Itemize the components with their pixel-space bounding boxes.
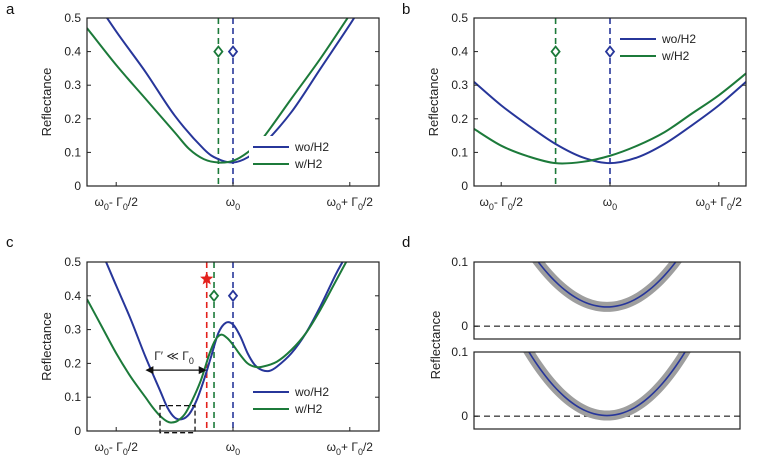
legend-label-green: w/H2 bbox=[294, 402, 323, 416]
x-tick-label: ω0- Γ0/2 bbox=[95, 440, 139, 457]
x-tick-label: ω0- Γ0/2 bbox=[480, 195, 524, 212]
panel-b-letter: b bbox=[402, 1, 410, 18]
x-tick-label: ω0+ Γ0/2 bbox=[327, 440, 374, 457]
axes-frame-d1 bbox=[473, 351, 741, 430]
x-tick-label: ω0 bbox=[226, 440, 240, 457]
axes-frame-d0 bbox=[473, 261, 741, 340]
y-tick-label: 0 bbox=[74, 179, 81, 193]
zoom-box bbox=[159, 404, 196, 434]
y-tick-label: 0.1 bbox=[64, 390, 81, 404]
y-tick-label: 0.4 bbox=[64, 45, 81, 59]
panel-d-letter: d bbox=[402, 234, 410, 251]
plot-area bbox=[474, 18, 746, 186]
series-green-curve bbox=[474, 72, 746, 165]
legend-label-green: w/H2 bbox=[661, 49, 690, 63]
y-tick-label: 0 bbox=[461, 179, 468, 193]
x-tick-label: ω0 bbox=[603, 195, 617, 212]
diamond-marker-green bbox=[208, 289, 220, 303]
y-axis-label: Reflectance bbox=[428, 311, 443, 380]
diamond-marker-green bbox=[550, 45, 561, 59]
y-tick-label: 0.5 bbox=[64, 11, 81, 25]
y-tick-label: 0.2 bbox=[64, 112, 81, 126]
panel-b-chart: 0 0.1 0.2 0.3 0.4 0.5 ω0- Γ0/2 ω0 ω0+ Γ0/2 Reflec… bbox=[426, 11, 747, 212]
panel-a-chart: 0 0.1 0.2 0.3 0.4 0.5 ω0- Γ0/2 ω0 ω0+ Γ0/2 Reflec… bbox=[39, 11, 380, 212]
legend-label-green: w/H2 bbox=[294, 157, 323, 171]
y-tick-label: 0.3 bbox=[64, 78, 81, 92]
series-green-curve bbox=[87, 18, 349, 164]
series-blue-curve bbox=[474, 81, 746, 165]
x-tick-label: ω0 bbox=[226, 195, 240, 212]
y-tick-label: 0.4 bbox=[64, 289, 81, 303]
diamond-marker-green bbox=[213, 45, 224, 59]
y-tick-label: 0.1 bbox=[451, 345, 468, 359]
star-marker bbox=[200, 271, 214, 285]
y-tick-label: 0.3 bbox=[64, 323, 81, 337]
y-tick-label: 0.1 bbox=[451, 145, 468, 159]
uncertainty-band bbox=[523, 352, 691, 421]
mean-curve bbox=[537, 262, 677, 308]
series-green-curve bbox=[87, 262, 348, 424]
y-tick-label: 0 bbox=[74, 424, 81, 438]
legend-box bbox=[249, 381, 375, 419]
y-axis-label: Reflectance bbox=[39, 312, 54, 381]
panel-c-chart: Γ′ ≪ Γ0 0 0.1 0.2 0.3 0.4 0.5 ω0- Γ0/2 ω0 ω0+ Γ0/… bbox=[39, 255, 380, 457]
diamond-marker-blue bbox=[604, 45, 616, 59]
legend-label-blue: wo/H2 bbox=[294, 385, 329, 399]
arrow-head-right bbox=[198, 366, 207, 375]
y-tick-label: 0 bbox=[461, 409, 468, 423]
gamma-annotation: Γ′ ≪ Γ0 bbox=[154, 349, 194, 366]
diamond-marker-blue bbox=[227, 289, 239, 303]
plot-area bbox=[87, 262, 348, 431]
y-tick-label: 0.1 bbox=[64, 145, 81, 159]
x-tick-label: ω0+ Γ0/2 bbox=[696, 195, 743, 212]
series-blue-curve bbox=[105, 18, 356, 164]
y-axis-label: Reflectance bbox=[39, 68, 54, 137]
panel-a-letter: a bbox=[6, 1, 15, 18]
arrow-head-left bbox=[145, 366, 154, 375]
y-tick-label: 0.5 bbox=[451, 11, 468, 25]
y-tick-label: 0.5 bbox=[64, 255, 81, 269]
mean-curve bbox=[528, 352, 686, 417]
y-tick-label: 0.1 bbox=[451, 255, 468, 269]
legend-box bbox=[249, 136, 375, 174]
legend-label-blue: wo/H2 bbox=[661, 32, 696, 46]
plot-area-d0 bbox=[474, 262, 740, 327]
y-tick-label: 0.4 bbox=[451, 45, 468, 59]
plot-area-d1 bbox=[474, 352, 740, 421]
x-tick-label: ω0- Γ0/2 bbox=[95, 195, 139, 212]
y-tick-label: 0.3 bbox=[451, 78, 468, 92]
legend-box bbox=[616, 28, 742, 66]
x-tick-label: ω0+ Γ0/2 bbox=[327, 195, 374, 212]
y-tick-label: 0.2 bbox=[451, 112, 468, 126]
y-tick-label: 0 bbox=[461, 319, 468, 333]
panel-d-chart: 0 0.1 0 0.1 Reflectance bbox=[428, 255, 741, 430]
diamond-marker-blue bbox=[227, 45, 239, 59]
legend-label-blue: wo/H2 bbox=[294, 140, 329, 154]
plot-area bbox=[87, 18, 356, 186]
panel-c-letter: c bbox=[6, 234, 14, 251]
y-axis-label: Reflectance bbox=[426, 68, 441, 137]
series-blue-curve bbox=[104, 262, 344, 421]
y-tick-label: 0.2 bbox=[64, 356, 81, 370]
